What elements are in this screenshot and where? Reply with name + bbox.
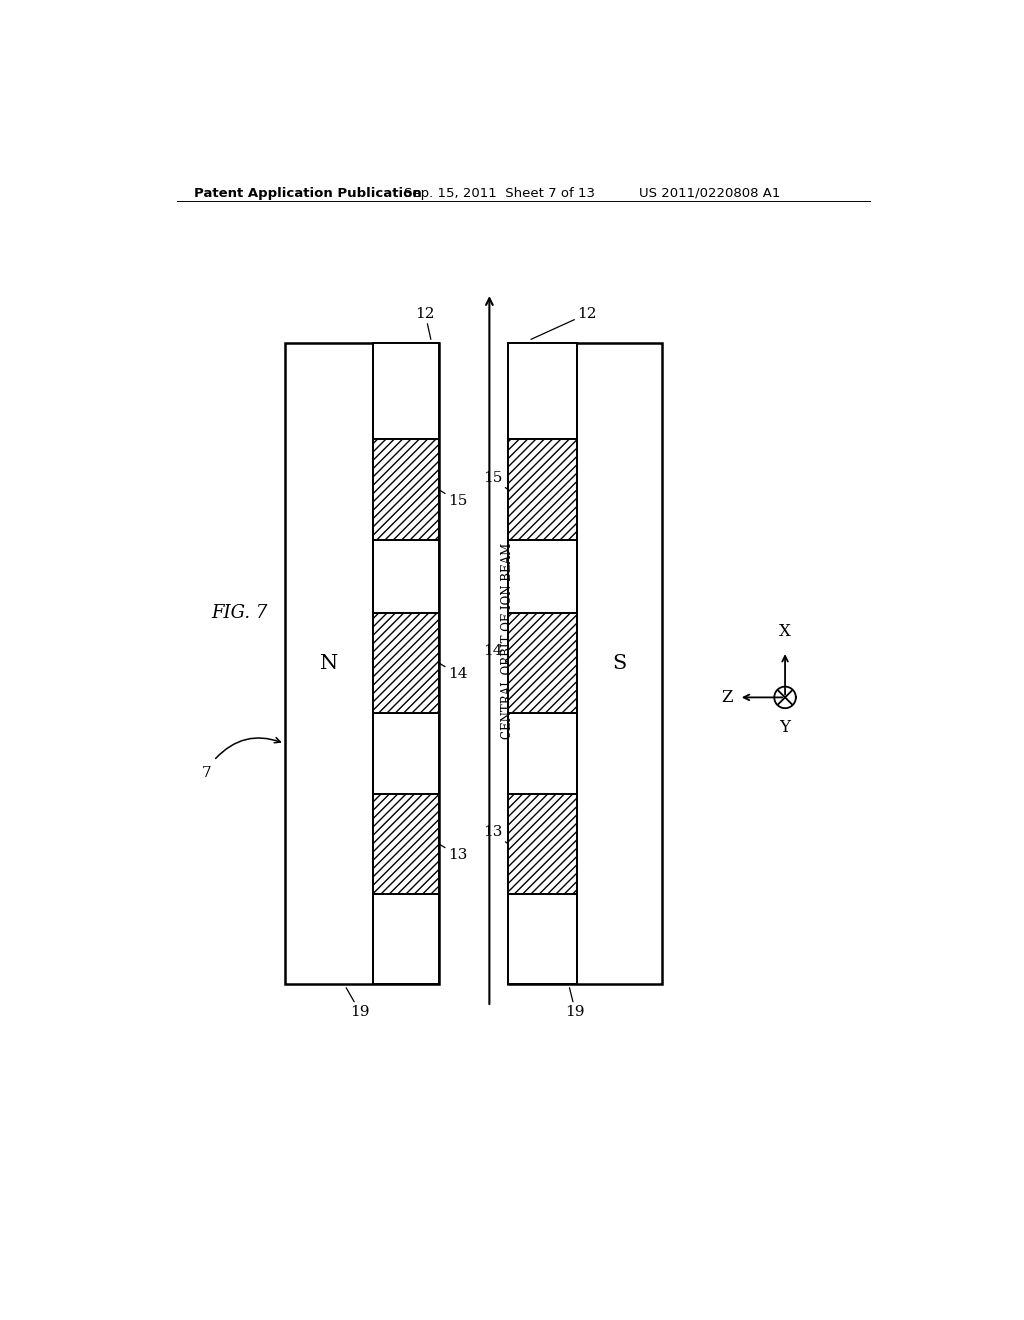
Text: 14: 14: [483, 644, 508, 663]
Bar: [508, 894, 578, 983]
Bar: [508, 612, 578, 713]
Bar: [373, 612, 438, 713]
Text: 12: 12: [416, 308, 435, 339]
Text: X: X: [779, 623, 791, 640]
Bar: [508, 343, 662, 983]
Bar: [373, 713, 438, 793]
Text: Sep. 15, 2011  Sheet 7 of 13: Sep. 15, 2011 Sheet 7 of 13: [403, 187, 595, 199]
Bar: [285, 343, 438, 983]
Bar: [508, 440, 578, 540]
Bar: [373, 540, 438, 612]
Text: Z: Z: [722, 689, 733, 706]
Text: 15: 15: [438, 490, 467, 508]
Text: 12: 12: [531, 308, 597, 339]
Text: S: S: [612, 653, 627, 673]
Text: 14: 14: [438, 663, 467, 681]
Bar: [508, 713, 578, 793]
Text: N: N: [319, 653, 338, 673]
Bar: [508, 793, 578, 894]
Text: Patent Application Publication: Patent Application Publication: [195, 187, 422, 199]
Bar: [508, 343, 578, 440]
Bar: [373, 894, 438, 983]
Text: US 2011/0220808 A1: US 2011/0220808 A1: [639, 187, 780, 199]
Bar: [373, 343, 438, 440]
Text: 13: 13: [438, 843, 467, 862]
Bar: [373, 440, 438, 540]
Bar: [373, 793, 438, 894]
Text: 19: 19: [565, 987, 585, 1019]
Text: 19: 19: [346, 987, 370, 1019]
Bar: [508, 540, 578, 612]
Text: 13: 13: [483, 825, 508, 843]
Text: CENTRAL ORBIT OF ION BEAM: CENTRAL ORBIT OF ION BEAM: [501, 543, 514, 739]
Text: 7: 7: [202, 766, 211, 780]
Text: Y: Y: [779, 719, 791, 737]
Text: 15: 15: [483, 471, 508, 490]
Text: FIG. 7: FIG. 7: [211, 603, 268, 622]
